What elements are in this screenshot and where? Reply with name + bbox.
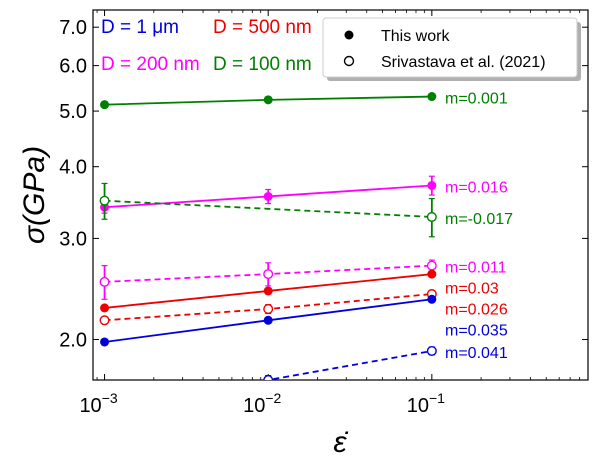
data-point bbox=[426, 260, 437, 271]
diameter-label-200nm: D = 200 nm bbox=[101, 54, 200, 75]
legend-marker-open bbox=[343, 55, 355, 67]
x-tick-label: 10−1 bbox=[407, 390, 445, 417]
y-axis-label: σ(GPa) bbox=[18, 146, 51, 244]
x-tick-base: 10 bbox=[79, 395, 101, 417]
slope-label: m=0.041 bbox=[445, 345, 508, 362]
data-point bbox=[263, 375, 274, 380]
x-axis-label: ε̇ bbox=[333, 426, 348, 459]
data-point bbox=[263, 191, 273, 201]
slope-label: m=0.03 bbox=[445, 281, 499, 298]
series-6 bbox=[100, 294, 437, 347]
data-point bbox=[100, 100, 110, 110]
diameter-label-1um: D = 1 μm bbox=[101, 17, 179, 38]
data-point bbox=[99, 195, 110, 206]
plot-frame bbox=[92, 9, 589, 381]
series-0 bbox=[100, 92, 437, 110]
legend-entry-srivastava: Srivastava et al. (2021) bbox=[381, 54, 546, 71]
data-point bbox=[426, 211, 437, 222]
slope-label: m=0.026 bbox=[445, 302, 508, 319]
diameter-label-100nm: D = 100 nm bbox=[213, 54, 312, 75]
legend-marker-filled bbox=[344, 30, 354, 40]
series-4 bbox=[100, 269, 437, 313]
data-point bbox=[100, 303, 110, 313]
x-tick-exponent: −2 bbox=[265, 390, 281, 406]
legend-box bbox=[322, 17, 578, 78]
data-point bbox=[263, 304, 274, 315]
x-tick-label: 10−3 bbox=[79, 390, 117, 417]
y-tick-label: 3.0 bbox=[59, 228, 87, 250]
legend-entry-this-work: This work bbox=[381, 28, 450, 45]
data-point bbox=[427, 92, 437, 102]
x-tick-label: 10−2 bbox=[243, 390, 281, 417]
diameter-label-500nm: D = 500 nm bbox=[213, 17, 312, 38]
series-2 bbox=[99, 182, 437, 238]
series-line bbox=[104, 199, 432, 218]
slope-label: m=0.011 bbox=[445, 260, 507, 277]
data-point bbox=[426, 345, 437, 356]
data-point bbox=[263, 286, 273, 296]
x-tick-exponent: −1 bbox=[429, 390, 445, 406]
series-group bbox=[99, 92, 437, 380]
x-tick-base: 10 bbox=[407, 395, 429, 417]
data-point bbox=[263, 269, 274, 280]
data-point bbox=[263, 315, 273, 325]
data-point bbox=[427, 269, 437, 279]
data-point bbox=[100, 337, 110, 347]
series-7 bbox=[260, 345, 437, 380]
y-tick-label: 5.0 bbox=[59, 101, 87, 123]
y-tick-label: 4.0 bbox=[59, 157, 87, 179]
series-1 bbox=[100, 175, 437, 214]
data-point bbox=[427, 294, 437, 304]
slope-labels: m=0.001 m=0.016 m=-0.017 m=0.011 m=0.03 m=0.0… bbox=[445, 91, 513, 362]
slope-label: m=0.035 bbox=[445, 323, 508, 340]
series-line bbox=[260, 350, 432, 380]
slope-label: m=0.016 bbox=[445, 179, 508, 196]
y-tick-label: 6.0 bbox=[59, 56, 87, 78]
y-tick-label: 7.0 bbox=[59, 17, 87, 39]
y-tick-label: 2.0 bbox=[59, 329, 87, 351]
axis-ticks: 10−3 10−2 10−12.03.04.05.06.07.0 bbox=[59, 10, 589, 417]
data-point bbox=[99, 276, 110, 287]
x-tick-exponent: −3 bbox=[102, 390, 118, 406]
data-point bbox=[427, 180, 437, 190]
slope-label: m=0.001 bbox=[445, 91, 508, 108]
legend: This work Srivastava et al. (2021) bbox=[322, 17, 581, 81]
data-point bbox=[263, 95, 273, 105]
data-point bbox=[99, 315, 110, 326]
slope-label: m=-0.017 bbox=[445, 211, 513, 228]
x-tick-base: 10 bbox=[243, 395, 265, 417]
series-5 bbox=[99, 289, 437, 326]
